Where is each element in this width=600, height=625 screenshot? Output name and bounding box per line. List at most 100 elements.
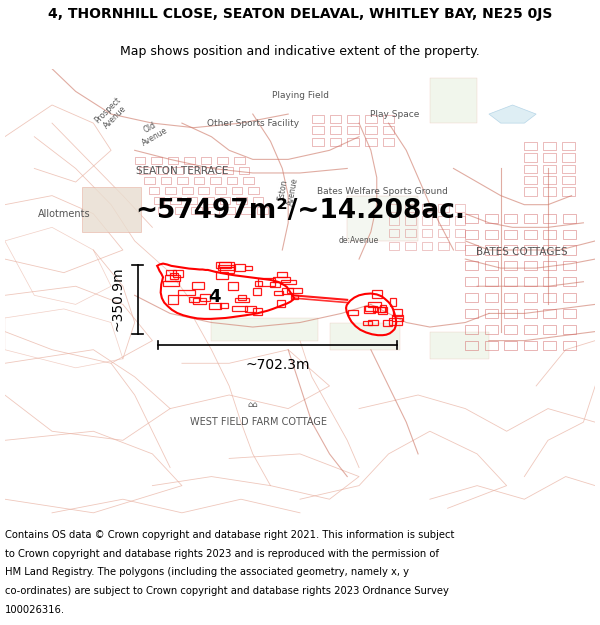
- Text: ~702.3m: ~702.3m: [245, 358, 310, 372]
- Bar: [392, 314, 403, 321]
- Bar: [235, 298, 250, 302]
- Bar: [206, 167, 216, 174]
- Bar: [383, 115, 394, 123]
- Bar: [329, 322, 400, 350]
- Bar: [438, 242, 449, 250]
- Bar: [175, 207, 185, 214]
- Text: Contains OS data © Crown copyright and database right 2021. This information is : Contains OS data © Crown copyright and d…: [5, 530, 454, 540]
- Bar: [562, 188, 575, 196]
- Bar: [238, 295, 247, 301]
- Bar: [563, 214, 576, 222]
- Bar: [254, 281, 262, 286]
- Bar: [182, 187, 193, 194]
- Bar: [149, 187, 160, 194]
- Bar: [281, 280, 296, 284]
- Text: Map shows position and indicative extent of the property.: Map shows position and indicative extent…: [120, 45, 480, 58]
- Text: co-ordinates) are subject to Crown copyright and database rights 2023 Ordnance S: co-ordinates) are subject to Crown copyr…: [5, 586, 449, 596]
- Text: Playing Field: Playing Field: [272, 91, 329, 101]
- Bar: [232, 306, 247, 311]
- Bar: [253, 308, 262, 314]
- Bar: [193, 298, 206, 304]
- Bar: [368, 302, 381, 307]
- Bar: [245, 306, 256, 311]
- Bar: [312, 126, 323, 134]
- Bar: [168, 157, 178, 164]
- Bar: [151, 157, 162, 164]
- Bar: [329, 126, 341, 134]
- Bar: [312, 138, 323, 146]
- Text: Allotments: Allotments: [38, 209, 90, 219]
- Bar: [563, 325, 576, 334]
- Bar: [524, 176, 538, 184]
- Bar: [365, 126, 377, 134]
- Bar: [524, 188, 538, 196]
- Bar: [191, 207, 202, 214]
- Bar: [189, 167, 200, 174]
- Bar: [543, 165, 556, 173]
- Bar: [563, 246, 576, 254]
- Bar: [543, 214, 556, 222]
- Bar: [504, 293, 517, 302]
- Bar: [177, 177, 188, 184]
- Bar: [224, 207, 235, 214]
- Bar: [466, 293, 478, 302]
- Bar: [211, 318, 318, 341]
- Bar: [504, 309, 517, 318]
- Bar: [466, 214, 478, 222]
- Bar: [383, 319, 392, 326]
- Text: to Crown copyright and database rights 2023 and is reproduced with the permissio: to Crown copyright and database rights 2…: [5, 549, 439, 559]
- Bar: [524, 229, 537, 239]
- Bar: [455, 204, 466, 212]
- Text: 100026316.: 100026316.: [5, 605, 65, 615]
- Bar: [200, 294, 210, 301]
- Bar: [455, 216, 466, 224]
- Bar: [253, 288, 260, 296]
- Bar: [562, 176, 575, 184]
- Bar: [173, 270, 183, 277]
- Bar: [227, 177, 238, 184]
- Bar: [390, 298, 397, 306]
- Bar: [139, 167, 150, 174]
- Bar: [543, 261, 556, 271]
- Bar: [272, 277, 290, 282]
- Bar: [466, 309, 478, 318]
- Bar: [455, 242, 466, 250]
- Bar: [563, 278, 576, 286]
- Text: Bates Welfare Sports Ground: Bates Welfare Sports Ground: [317, 187, 448, 196]
- Bar: [485, 341, 498, 350]
- Bar: [466, 229, 478, 239]
- Bar: [244, 177, 254, 184]
- Bar: [239, 167, 249, 174]
- Bar: [422, 204, 432, 212]
- Text: Eston
Avenue: Eston Avenue: [276, 176, 300, 207]
- Bar: [215, 187, 226, 194]
- Bar: [168, 295, 178, 304]
- Bar: [347, 196, 418, 241]
- Bar: [234, 157, 245, 164]
- Text: SEATON TERRACE: SEATON TERRACE: [136, 166, 228, 176]
- Bar: [216, 262, 232, 269]
- Bar: [193, 282, 204, 289]
- Bar: [166, 271, 176, 275]
- Bar: [405, 216, 416, 224]
- Bar: [543, 293, 556, 302]
- Bar: [312, 115, 323, 123]
- Bar: [365, 306, 377, 311]
- Bar: [562, 154, 575, 162]
- Bar: [389, 216, 399, 224]
- Bar: [485, 229, 498, 239]
- Bar: [383, 138, 394, 146]
- Bar: [422, 242, 432, 250]
- Bar: [524, 293, 537, 302]
- Bar: [393, 309, 403, 316]
- Text: ~350.9m: ~350.9m: [110, 267, 125, 331]
- Bar: [203, 197, 214, 204]
- Bar: [563, 229, 576, 239]
- Text: ~57497m²/~14.208ac.: ~57497m²/~14.208ac.: [135, 199, 465, 224]
- Bar: [485, 278, 498, 286]
- Bar: [524, 214, 537, 222]
- Polygon shape: [489, 105, 536, 123]
- Bar: [364, 306, 376, 312]
- Bar: [158, 207, 169, 214]
- Text: Old
Avenue: Old Avenue: [136, 117, 169, 148]
